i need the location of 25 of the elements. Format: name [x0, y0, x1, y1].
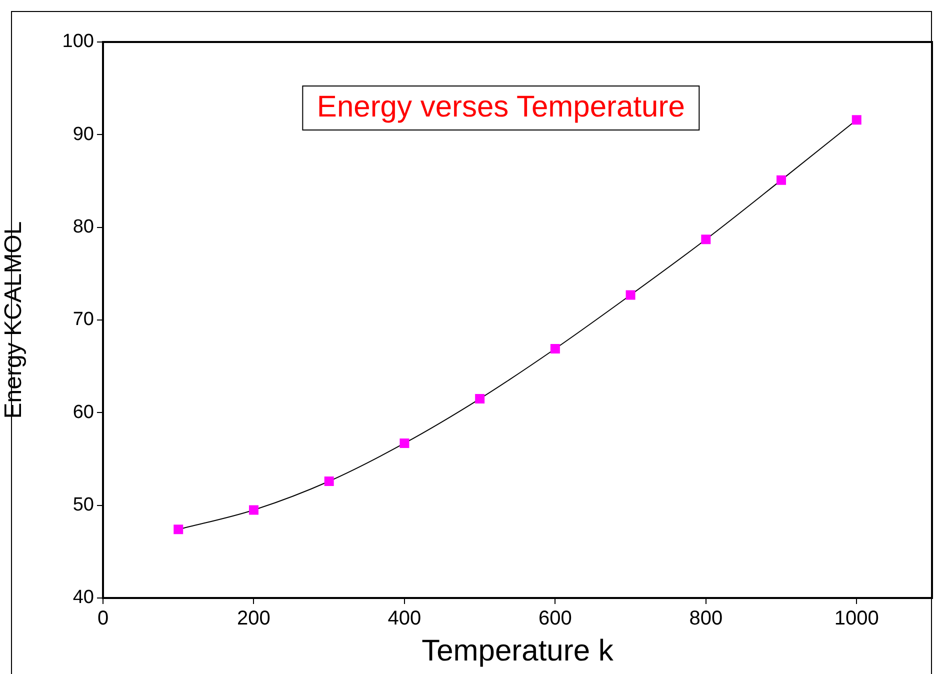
x-tick-label: 400 — [388, 608, 422, 630]
point — [174, 524, 184, 534]
x-tick-label: 600 — [538, 608, 572, 630]
point — [701, 234, 711, 244]
y-tick-label: 50 — [72, 494, 94, 516]
point — [776, 175, 786, 185]
y-tick-label: 70 — [72, 309, 94, 330]
point — [248, 505, 258, 515]
x-tick-label: 1000 — [834, 608, 879, 630]
point — [324, 476, 334, 486]
point — [550, 344, 560, 354]
text: Energy verses Temperature — [316, 90, 685, 124]
point — [475, 394, 485, 404]
x-tick-label: 800 — [689, 608, 723, 630]
point — [626, 290, 636, 300]
y-tick-label: 100 — [62, 31, 94, 52]
point — [852, 115, 862, 125]
x-tick-label: 200 — [237, 608, 270, 630]
y-tick-label: 90 — [72, 124, 94, 145]
x-axis-title: Temperature k — [422, 634, 614, 668]
x-tick-label: 0 — [97, 608, 109, 630]
y-tick-label: 40 — [72, 587, 94, 608]
y-tick-label: 80 — [72, 216, 94, 238]
y-tick-label: 60 — [72, 402, 94, 423]
point — [400, 438, 410, 448]
